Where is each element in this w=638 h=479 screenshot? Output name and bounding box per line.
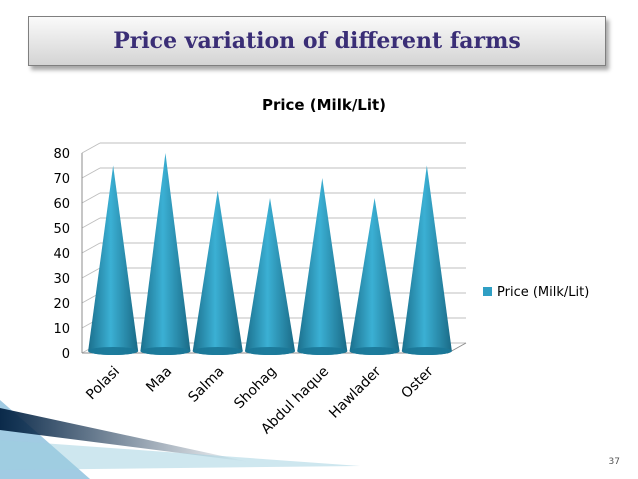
legend-label: Price (Milk/Lit)	[497, 285, 589, 300]
cone-bar	[297, 178, 348, 355]
gridline-slant	[81, 167, 101, 179]
cone-bar	[88, 165, 139, 355]
x-tick-label: Shohag	[231, 364, 280, 413]
gridline-slant	[81, 192, 101, 204]
cone-base	[88, 347, 139, 355]
x-tick-label: Maa	[143, 364, 175, 396]
cone-base	[192, 347, 243, 355]
cone-body	[297, 178, 348, 355]
legend-swatch	[483, 287, 492, 296]
cone-bar	[140, 153, 191, 355]
x-tick-label: Polasi	[83, 364, 123, 404]
cone-body	[401, 165, 452, 355]
y-tick-label: 30	[53, 272, 70, 287]
y-tick-label: 20	[53, 297, 70, 312]
y-tick-label: 50	[53, 222, 70, 237]
cone-body	[140, 153, 191, 355]
page-number: 37	[609, 457, 620, 467]
slide-title: Price variation of different farms	[113, 28, 521, 54]
cone-base	[401, 347, 452, 355]
cone-body	[245, 198, 295, 355]
cone-body	[192, 190, 243, 355]
x-tick-label: Hawlader	[326, 363, 384, 421]
cone-bar	[401, 165, 452, 355]
y-tick-label: 70	[53, 172, 70, 187]
x-tick-label: Salma	[185, 364, 227, 406]
gridline-slant	[81, 267, 101, 279]
cone-bar	[245, 198, 295, 355]
slide-accent-swoosh	[0, 400, 360, 479]
gridline-slant	[81, 242, 101, 254]
cone-base	[349, 347, 400, 355]
cone-base	[245, 347, 295, 355]
gridline-slant	[81, 217, 101, 229]
cone-base	[140, 347, 191, 355]
cone-body	[88, 165, 139, 355]
cone-base	[297, 347, 348, 355]
cone-bar	[349, 198, 400, 355]
cone-body	[349, 198, 400, 355]
y-tick-label: 40	[53, 247, 70, 262]
gridline-slant	[81, 142, 101, 154]
y-tick-label: 10	[53, 322, 70, 337]
y-tick-label: 0	[62, 347, 70, 362]
x-tick-label: Oster	[398, 363, 436, 401]
chart-title: Price (Milk/Lit)	[262, 96, 386, 114]
slide-title-box: Price variation of different farms	[28, 16, 606, 66]
y-tick-label: 80	[53, 147, 70, 162]
y-tick-label: 60	[53, 197, 70, 212]
cone-bar	[192, 190, 243, 355]
legend: Price (Milk/Lit)	[483, 285, 589, 300]
